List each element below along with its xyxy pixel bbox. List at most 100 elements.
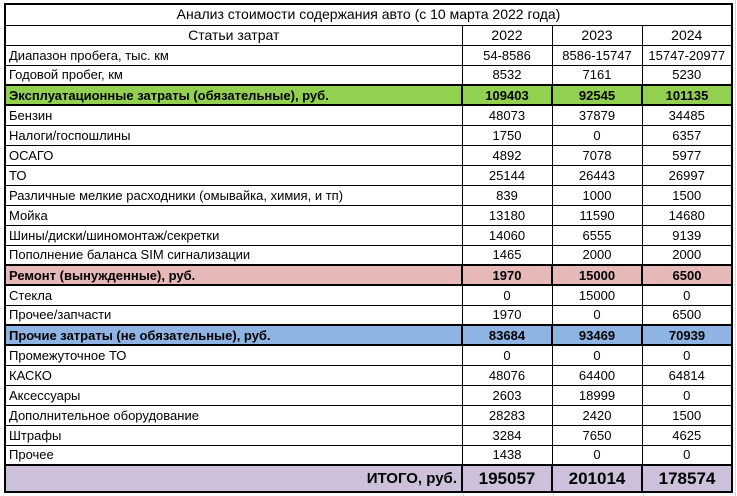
value-cell-2023[interactable]: 11590	[551, 204, 643, 226]
value-cell-2023[interactable]: 15000	[551, 284, 643, 306]
table-row: Дополнительное оборудование 28283 2420 1…	[4, 404, 733, 426]
value-cell-2024[interactable]: 0	[641, 384, 733, 406]
row-label-cell[interactable]: Пополнение баланса SIM сигнализации	[4, 244, 463, 266]
value-cell-2023[interactable]: 92545	[551, 84, 643, 106]
value-cell-2022[interactable]: 14060	[461, 224, 553, 246]
value-cell-2022[interactable]: 54-8586	[461, 44, 553, 66]
row-label-cell[interactable]: Налоги/госпошлины	[4, 124, 463, 146]
value-cell-2024[interactable]: 6500	[641, 304, 733, 326]
value-cell-2023[interactable]: 0	[551, 304, 643, 326]
value-cell-2024[interactable]: 101135	[641, 84, 733, 106]
excel-gridline-stub	[553, 492, 554, 496]
value-cell-2024[interactable]: 64814	[641, 364, 733, 386]
value-cell-2022[interactable]: 28283	[461, 404, 553, 426]
row-label-cell[interactable]: Штрафы	[4, 424, 463, 446]
value-cell-2022[interactable]: 25144	[461, 164, 553, 186]
value-cell-2024[interactable]: 15747-20977	[641, 44, 733, 66]
row-label-cell[interactable]: Промежуточное ТО	[4, 344, 463, 366]
row-label-cell[interactable]: Дополнительное оборудование	[4, 404, 463, 426]
value-cell-2022[interactable]: 109403	[461, 84, 553, 106]
table-row: Прочее/запчасти 1970 0 6500	[4, 304, 733, 326]
value-cell-2024[interactable]: 6500	[641, 264, 733, 286]
value-cell-2023[interactable]: 0	[551, 444, 643, 466]
value-cell-2024[interactable]: 1500	[641, 184, 733, 206]
column-header-2023[interactable]: 2023	[551, 24, 643, 46]
row-label-cell[interactable]: Бензин	[4, 104, 463, 126]
column-header-categories[interactable]: Статьи затрат	[4, 24, 463, 46]
row-label-cell[interactable]: Эксплуатационные затраты (обязательные),…	[4, 84, 463, 106]
row-label-cell[interactable]: Мойка	[4, 204, 463, 226]
value-cell-2022[interactable]: 1465	[461, 244, 553, 266]
value-cell-2022[interactable]: 1970	[461, 264, 553, 286]
value-cell-2024[interactable]: 0	[641, 444, 733, 466]
value-cell-2022[interactable]: 2603	[461, 384, 553, 406]
value-cell-2022[interactable]: 13180	[461, 204, 553, 226]
row-label-cell[interactable]: Прочие затраты (не обязательные), руб.	[4, 324, 463, 346]
row-label-cell[interactable]: Прочее/запчасти	[4, 304, 463, 326]
column-header-2024[interactable]: 2024	[641, 24, 733, 46]
value-cell-2024[interactable]: 2000	[641, 244, 733, 266]
value-cell-2024[interactable]: 1500	[641, 404, 733, 426]
total-value-2023[interactable]: 201014	[551, 464, 643, 493]
value-cell-2024[interactable]: 6357	[641, 124, 733, 146]
row-label-cell[interactable]: Диапазон пробега, тыс. км	[4, 44, 463, 66]
row-label-cell[interactable]: КАСКО	[4, 364, 463, 386]
value-cell-2022[interactable]: 1438	[461, 444, 553, 466]
value-cell-2023[interactable]: 7650	[551, 424, 643, 446]
value-cell-2024[interactable]: 0	[641, 344, 733, 366]
row-label-cell[interactable]: ТО	[4, 164, 463, 186]
value-cell-2023[interactable]: 37879	[551, 104, 643, 126]
column-header-2022[interactable]: 2022	[461, 24, 553, 46]
table-row: Прочее 1438 0 0	[4, 444, 733, 466]
value-cell-2023[interactable]: 6555	[551, 224, 643, 246]
value-cell-2022[interactable]: 83684	[461, 324, 553, 346]
row-label-cell[interactable]: ОСАГО	[4, 144, 463, 166]
row-label-cell[interactable]: Различные мелкие расходники (омывайка, х…	[4, 184, 463, 206]
total-value-2022[interactable]: 195057	[461, 464, 553, 493]
section-row-operational-costs: Эксплуатационные затраты (обязательные),…	[4, 84, 733, 106]
value-cell-2023[interactable]: 7078	[551, 144, 643, 166]
value-cell-2024[interactable]: 26997	[641, 164, 733, 186]
value-cell-2024[interactable]: 34485	[641, 104, 733, 126]
value-cell-2022[interactable]: 48076	[461, 364, 553, 386]
row-label-cell[interactable]: Годовой пробег, км	[4, 64, 463, 86]
value-cell-2022[interactable]: 839	[461, 184, 553, 206]
value-cell-2022[interactable]: 1750	[461, 124, 553, 146]
value-cell-2022[interactable]: 48073	[461, 104, 553, 126]
value-cell-2023[interactable]: 7161	[551, 64, 643, 86]
value-cell-2023[interactable]: 18999	[551, 384, 643, 406]
row-label-cell[interactable]: Прочее	[4, 444, 463, 466]
value-cell-2023[interactable]: 1000	[551, 184, 643, 206]
excel-gridline-stub	[463, 492, 464, 496]
row-label-cell[interactable]: Аксессуары	[4, 384, 463, 406]
value-cell-2024[interactable]: 70939	[641, 324, 733, 346]
value-cell-2022[interactable]: 0	[461, 284, 553, 306]
table-row: ТО 25144 26443 26997	[4, 164, 733, 186]
value-cell-2023[interactable]: 93469	[551, 324, 643, 346]
total-label-cell[interactable]: ИТОГО, руб.	[4, 464, 463, 493]
value-cell-2022[interactable]: 8532	[461, 64, 553, 86]
value-cell-2023[interactable]: 0	[551, 124, 643, 146]
value-cell-2023[interactable]: 8586-15747	[551, 44, 643, 66]
value-cell-2023[interactable]: 64400	[551, 364, 643, 386]
value-cell-2024[interactable]: 9139	[641, 224, 733, 246]
value-cell-2023[interactable]: 0	[551, 344, 643, 366]
value-cell-2024[interactable]: 5977	[641, 144, 733, 166]
value-cell-2024[interactable]: 0	[641, 284, 733, 306]
value-cell-2023[interactable]: 2420	[551, 404, 643, 426]
header-row: Статьи затрат 2022 2023 2024	[4, 24, 733, 46]
row-label-cell[interactable]: Шины/диски/шиномонтаж/секретки	[4, 224, 463, 246]
value-cell-2023[interactable]: 15000	[551, 264, 643, 286]
value-cell-2022[interactable]: 1970	[461, 304, 553, 326]
value-cell-2023[interactable]: 26443	[551, 164, 643, 186]
value-cell-2022[interactable]: 3284	[461, 424, 553, 446]
total-value-2024[interactable]: 178574	[641, 464, 733, 493]
value-cell-2023[interactable]: 2000	[551, 244, 643, 266]
row-label-cell[interactable]: Ремонт (вынужденные), руб.	[4, 264, 463, 286]
value-cell-2024[interactable]: 5230	[641, 64, 733, 86]
row-label-cell[interactable]: Стекла	[4, 284, 463, 306]
value-cell-2022[interactable]: 0	[461, 344, 553, 366]
value-cell-2022[interactable]: 4892	[461, 144, 553, 166]
value-cell-2024[interactable]: 14680	[641, 204, 733, 226]
value-cell-2024[interactable]: 4625	[641, 424, 733, 446]
